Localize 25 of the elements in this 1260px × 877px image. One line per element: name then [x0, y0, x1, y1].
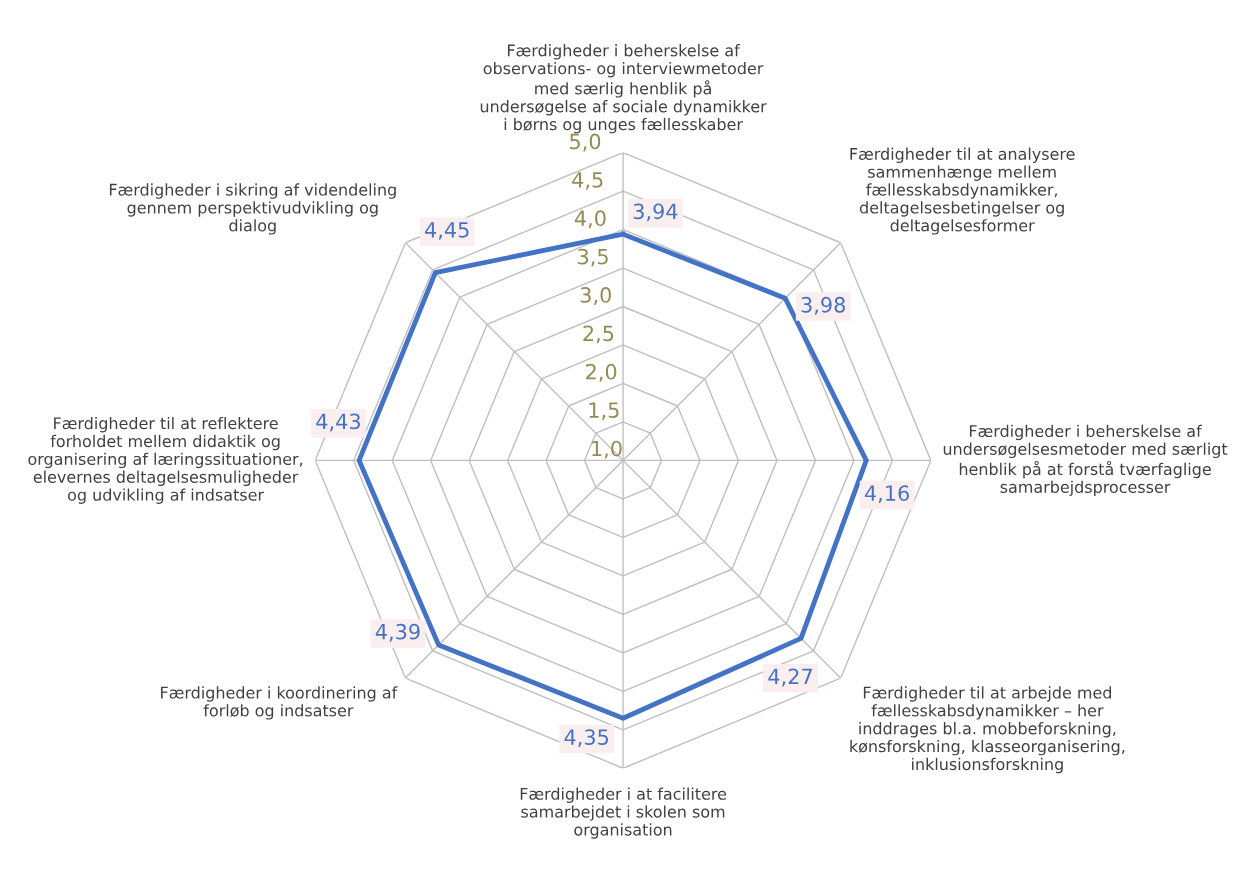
spoke-label: Færdigheder i sikring af videndeling gennem perspektivudvikling og dialog	[109, 183, 396, 235]
y-tick-label: 1,0	[592, 440, 622, 459]
y-tick-label: 2,0	[586, 363, 617, 382]
y-tick-label: 1,5	[589, 402, 619, 421]
spoke-label: Færdigheder til at arbejde med fællesskabsdynamikker – her inddrages bl.a. mobbeforskning, kønsforskning, klasseorganisering, inklusionsforskning	[850, 686, 1125, 774]
y-tick-label: 2,5	[583, 325, 614, 344]
y-tick-label: 3,0	[580, 287, 611, 305]
data-label: 4,27	[768, 668, 812, 687]
y-tick-label: 5,0	[570, 133, 601, 152]
data-label: 3,98	[801, 296, 845, 315]
spoke-label: Færdigheder i at facilitere samarbejdet i skolen som organisation	[520, 787, 727, 839]
data-label: 4,16	[864, 485, 909, 504]
y-tick-label: 4,0	[574, 210, 606, 229]
data-label: 4,35	[564, 729, 609, 748]
spoke-label: Færdigheder til at reflektere forholdet mellem didaktik og organisering af læringssituationer, elevernes deltagelsesmuligheder og udvikling af indsatser	[28, 416, 303, 504]
spoke-label: Færdigheder i beherskelse af observations- og interviewmetoder med særlig henblik på undersøgelse af sociale dynamikker i børns og unges fællesskaber	[480, 44, 767, 134]
y-tick-label: 3,5	[578, 248, 608, 267]
y-tick-label: 4,5	[572, 172, 603, 190]
spoke-label: Færdigheder i koordinering af forløb og indsatser	[161, 686, 398, 720]
spoke-label: Færdigheder til at analysere sammenhænge mellem fællesskabsdynamikker, deltagelsesbetingelser og deltagelsesformer	[850, 147, 1075, 235]
data-label: 3,94	[633, 203, 678, 222]
spoke-label: Færdigheder i beherskelse af undersøgelsesmetoder med særligt henblik på at forstå tværfaglige samarbejdsprocesser	[943, 424, 1228, 497]
data-label: 4,39	[375, 623, 420, 642]
data-label: 4,43	[316, 413, 360, 432]
data-label: 4,45	[425, 222, 469, 240]
